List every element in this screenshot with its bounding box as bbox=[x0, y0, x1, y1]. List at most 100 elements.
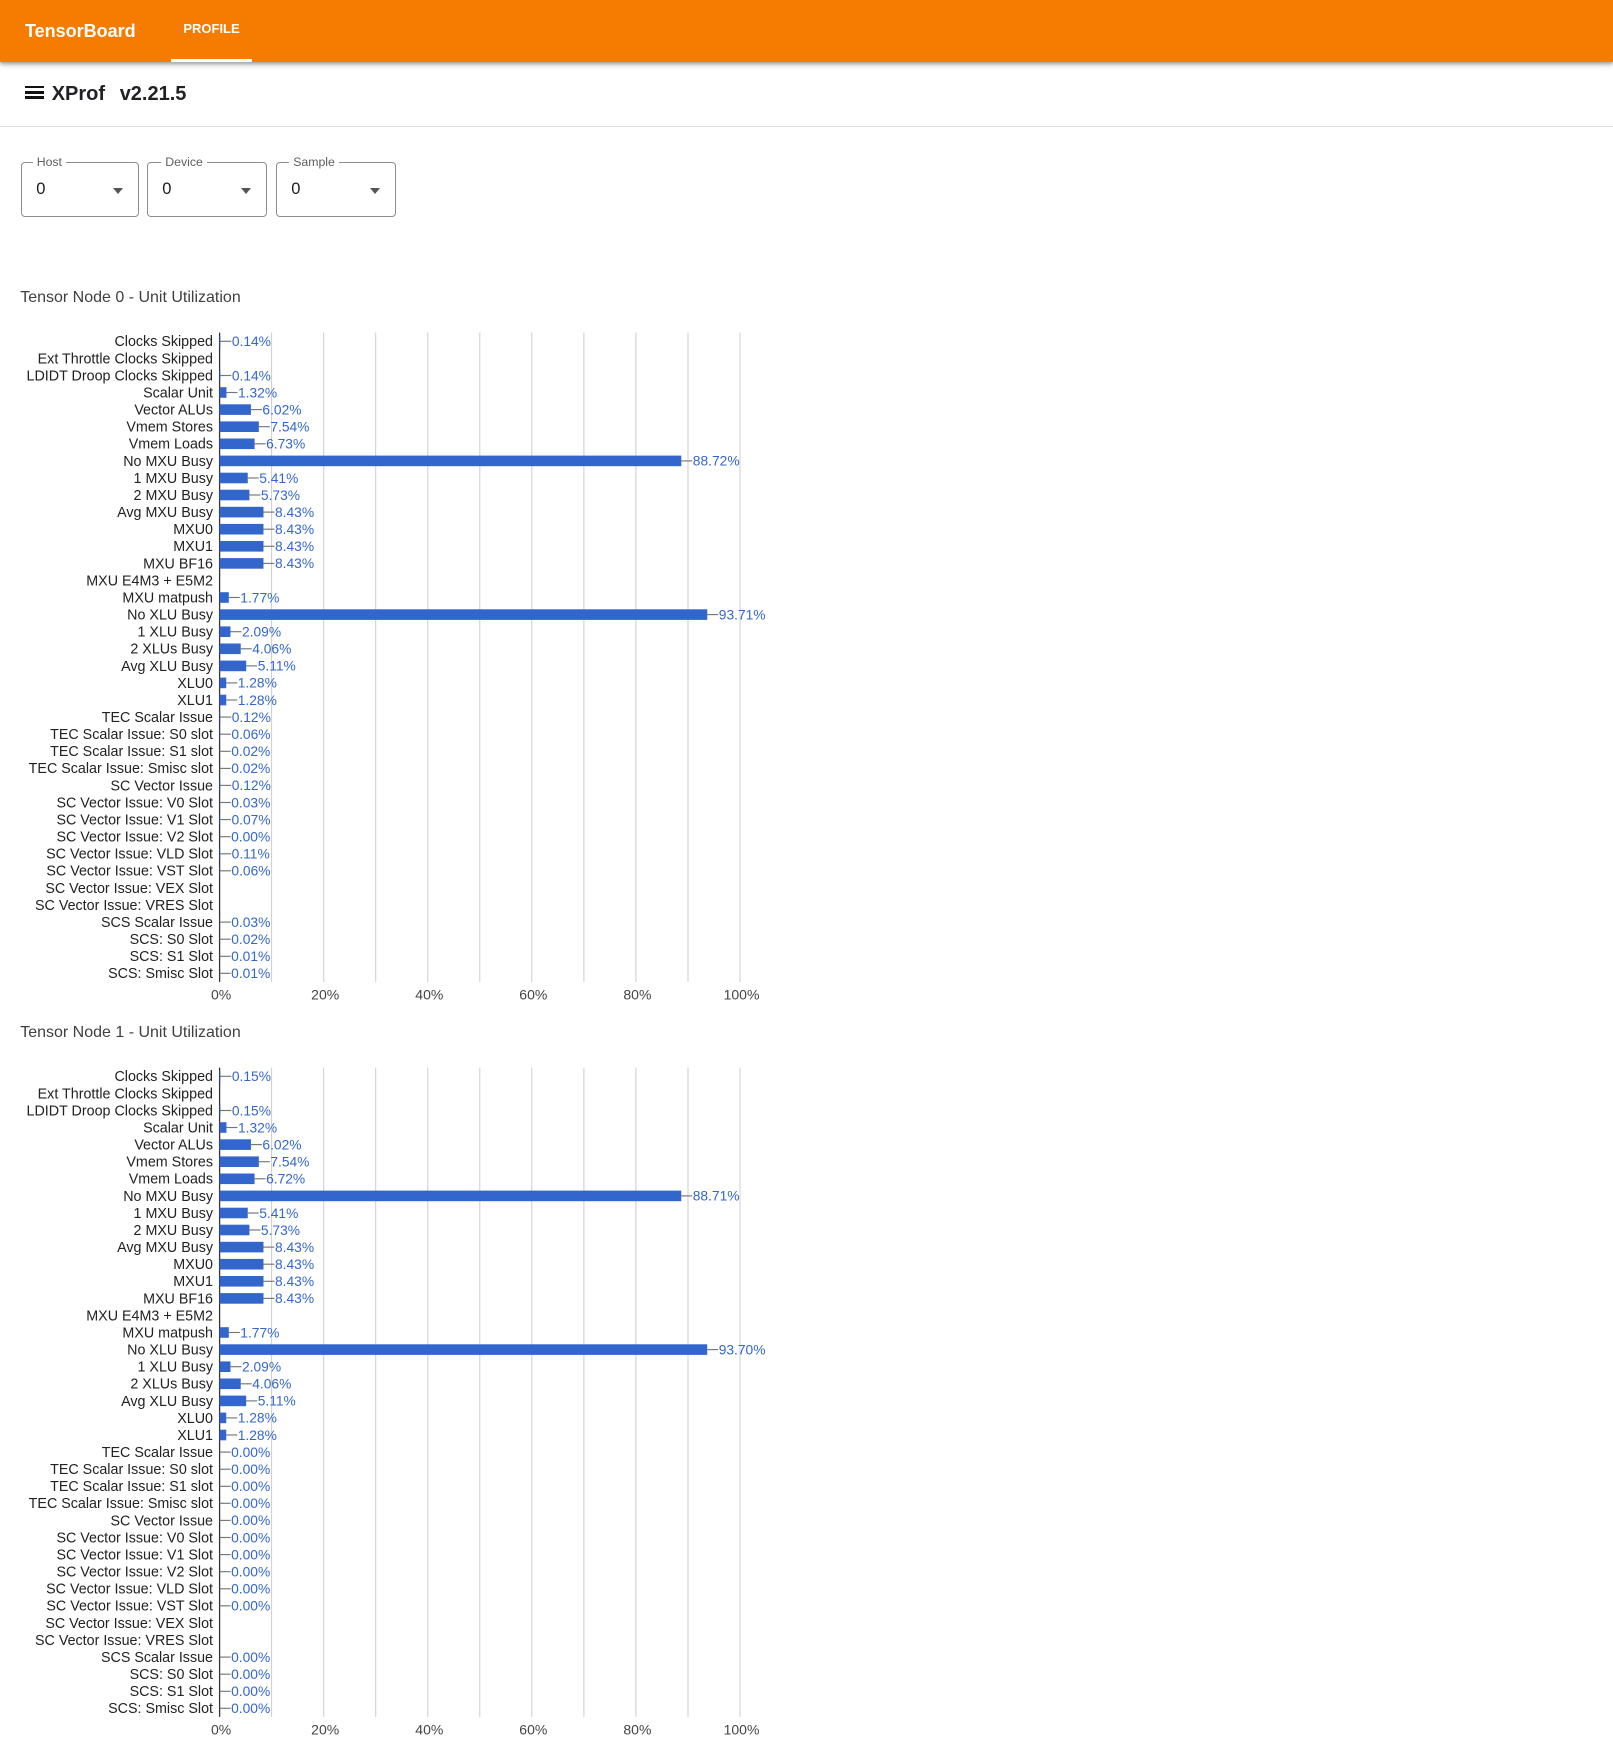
svg-text:2 MXU Busy: 2 MXU Busy bbox=[134, 1223, 214, 1239]
svg-text:5.41%: 5.41% bbox=[259, 471, 298, 486]
svg-text:0.02%: 0.02% bbox=[231, 744, 270, 759]
svg-text:8.43%: 8.43% bbox=[275, 539, 314, 554]
svg-text:Tensor Node 1 - Unit Utilizati: Tensor Node 1 - Unit Utilization bbox=[20, 1024, 241, 1041]
svg-text:8.43%: 8.43% bbox=[275, 556, 314, 571]
svg-text:MXU matpush: MXU matpush bbox=[122, 590, 213, 606]
svg-text:XLU1: XLU1 bbox=[177, 693, 213, 709]
svg-text:0.07%: 0.07% bbox=[231, 812, 270, 827]
svg-text:0.02%: 0.02% bbox=[231, 761, 270, 776]
svg-text:SC Vector Issue: VRES Slot: SC Vector Issue: VRES Slot bbox=[35, 898, 213, 914]
svg-text:Tensor Node 0 - Unit Utilizati: Tensor Node 0 - Unit Utilization bbox=[20, 289, 241, 306]
svg-text:SC Vector Issue: SC Vector Issue bbox=[110, 1513, 213, 1529]
svg-text:No XLU Busy: No XLU Busy bbox=[127, 608, 214, 624]
svg-text:93.70%: 93.70% bbox=[719, 1342, 766, 1357]
svg-text:0.11%: 0.11% bbox=[232, 847, 270, 862]
svg-text:Scalar Unit: Scalar Unit bbox=[143, 385, 213, 401]
svg-text:0.00%: 0.00% bbox=[231, 1667, 270, 1682]
svg-text:0.00%: 0.00% bbox=[231, 1496, 270, 1511]
svg-text:SC Vector Issue: VEX Slot: SC Vector Issue: VEX Slot bbox=[45, 881, 213, 897]
svg-text:6.02%: 6.02% bbox=[262, 402, 301, 417]
svg-text:6.73%: 6.73% bbox=[266, 437, 305, 452]
svg-text:8.43%: 8.43% bbox=[275, 1240, 314, 1255]
svg-text:LDIDT Droop Clocks Skipped: LDIDT Droop Clocks Skipped bbox=[27, 1103, 214, 1119]
svg-text:TEC Scalar Issue: TEC Scalar Issue bbox=[102, 1445, 213, 1461]
svg-text:0.00%: 0.00% bbox=[231, 1462, 270, 1477]
svg-text:4.06%: 4.06% bbox=[252, 1377, 291, 1392]
svg-text:0%: 0% bbox=[211, 1721, 231, 1737]
svg-text:Avg MXU Busy: Avg MXU Busy bbox=[117, 505, 214, 521]
svg-text:60%: 60% bbox=[519, 986, 547, 1002]
svg-text:2 XLUs Busy: 2 XLUs Busy bbox=[130, 642, 213, 658]
svg-text:No MXU Busy: No MXU Busy bbox=[123, 454, 214, 470]
svg-text:0.00%: 0.00% bbox=[231, 1479, 270, 1494]
svg-text:6.72%: 6.72% bbox=[266, 1172, 305, 1187]
svg-text:40%: 40% bbox=[415, 1721, 443, 1737]
svg-text:XLU0: XLU0 bbox=[177, 1411, 213, 1427]
svg-text:5.11%: 5.11% bbox=[258, 1394, 296, 1409]
svg-text:0.01%: 0.01% bbox=[231, 949, 270, 964]
svg-text:TEC Scalar Issue: TEC Scalar Issue bbox=[102, 710, 213, 726]
svg-text:SCS: S1 Slot: SCS: S1 Slot bbox=[130, 949, 213, 965]
svg-text:80%: 80% bbox=[623, 1721, 651, 1737]
svg-text:1.28%: 1.28% bbox=[238, 1428, 277, 1443]
svg-text:No XLU Busy: No XLU Busy bbox=[127, 1343, 214, 1359]
svg-text:1.77%: 1.77% bbox=[240, 590, 279, 605]
svg-text:MXU0: MXU0 bbox=[173, 1257, 213, 1273]
svg-text:TEC Scalar Issue: Smisc slot: TEC Scalar Issue: Smisc slot bbox=[29, 761, 213, 777]
svg-text:1 MXU Busy: 1 MXU Busy bbox=[134, 1206, 214, 1222]
svg-text:SC Vector Issue: VST Slot: SC Vector Issue: VST Slot bbox=[46, 1599, 213, 1615]
svg-text:0.15%: 0.15% bbox=[232, 1069, 271, 1084]
svg-text:8.43%: 8.43% bbox=[275, 1257, 314, 1272]
svg-text:Clocks Skipped: Clocks Skipped bbox=[114, 1069, 213, 1085]
svg-text:0.00%: 0.00% bbox=[231, 1445, 270, 1460]
svg-text:1.32%: 1.32% bbox=[238, 385, 277, 400]
svg-text:XLU1: XLU1 bbox=[177, 1428, 213, 1444]
svg-text:0.12%: 0.12% bbox=[232, 710, 271, 725]
svg-text:0.01%: 0.01% bbox=[231, 966, 270, 981]
svg-text:0.00%: 0.00% bbox=[231, 1547, 270, 1562]
svg-text:0.00%: 0.00% bbox=[231, 1565, 270, 1580]
svg-text:SCS: S1 Slot: SCS: S1 Slot bbox=[130, 1684, 213, 1700]
svg-text:93.71%: 93.71% bbox=[719, 607, 766, 622]
svg-text:0.00%: 0.00% bbox=[231, 1684, 270, 1699]
svg-text:Vmem Stores: Vmem Stores bbox=[126, 420, 213, 436]
svg-text:60%: 60% bbox=[519, 1721, 547, 1737]
svg-text:SCS Scalar Issue: SCS Scalar Issue bbox=[101, 1650, 213, 1666]
svg-text:SCS Scalar Issue: SCS Scalar Issue bbox=[101, 915, 213, 931]
svg-text:SC Vector Issue: SC Vector Issue bbox=[110, 778, 213, 794]
svg-text:SC Vector Issue: V2 Slot: SC Vector Issue: V2 Slot bbox=[56, 830, 213, 846]
svg-text:1.28%: 1.28% bbox=[238, 676, 277, 691]
svg-text:0.00%: 0.00% bbox=[231, 1701, 270, 1716]
svg-text:SCS: Smisc Slot: SCS: Smisc Slot bbox=[108, 966, 213, 982]
svg-text:7.54%: 7.54% bbox=[270, 1155, 309, 1170]
svg-text:LDIDT Droop Clocks Skipped: LDIDT Droop Clocks Skipped bbox=[27, 368, 214, 384]
svg-text:1 XLU Busy: 1 XLU Busy bbox=[138, 1360, 214, 1376]
svg-text:Avg MXU Busy: Avg MXU Busy bbox=[117, 1240, 214, 1256]
svg-text:0.14%: 0.14% bbox=[232, 368, 271, 383]
svg-text:SC Vector Issue: V1 Slot: SC Vector Issue: V1 Slot bbox=[56, 813, 213, 829]
svg-text:Vmem Loads: Vmem Loads bbox=[129, 1172, 213, 1188]
svg-text:SC Vector Issue: VLD Slot: SC Vector Issue: VLD Slot bbox=[46, 1582, 213, 1598]
svg-text:Vector ALUs: Vector ALUs bbox=[134, 1138, 213, 1154]
svg-text:No MXU Busy: No MXU Busy bbox=[123, 1189, 214, 1205]
svg-text:SC Vector Issue: V1 Slot: SC Vector Issue: V1 Slot bbox=[56, 1548, 213, 1564]
svg-text:Scalar Unit: Scalar Unit bbox=[143, 1120, 213, 1136]
svg-text:5.41%: 5.41% bbox=[259, 1206, 298, 1221]
svg-text:SC Vector Issue: V2 Slot: SC Vector Issue: V2 Slot bbox=[56, 1565, 213, 1581]
svg-text:SC Vector Issue: VLD Slot: SC Vector Issue: VLD Slot bbox=[46, 847, 213, 863]
svg-text:Ext Throttle Clocks Skipped: Ext Throttle Clocks Skipped bbox=[38, 351, 213, 367]
svg-text:1 XLU Busy: 1 XLU Busy bbox=[138, 625, 214, 641]
svg-text:0.02%: 0.02% bbox=[231, 932, 270, 947]
svg-text:1.28%: 1.28% bbox=[238, 693, 277, 708]
svg-text:1.77%: 1.77% bbox=[240, 1325, 279, 1340]
svg-text:6.02%: 6.02% bbox=[262, 1137, 301, 1152]
svg-text:2.09%: 2.09% bbox=[242, 1360, 281, 1375]
svg-text:MXU1: MXU1 bbox=[173, 1274, 213, 1290]
svg-text:TEC Scalar Issue: Smisc slot: TEC Scalar Issue: Smisc slot bbox=[29, 1496, 213, 1512]
svg-text:100%: 100% bbox=[724, 1721, 760, 1737]
svg-text:8.43%: 8.43% bbox=[275, 522, 314, 537]
svg-text:0.12%: 0.12% bbox=[232, 778, 271, 793]
svg-text:SC Vector Issue: VEX Slot: SC Vector Issue: VEX Slot bbox=[45, 1616, 213, 1632]
svg-text:20%: 20% bbox=[311, 986, 339, 1002]
svg-text:Avg XLU Busy: Avg XLU Busy bbox=[121, 1394, 214, 1410]
